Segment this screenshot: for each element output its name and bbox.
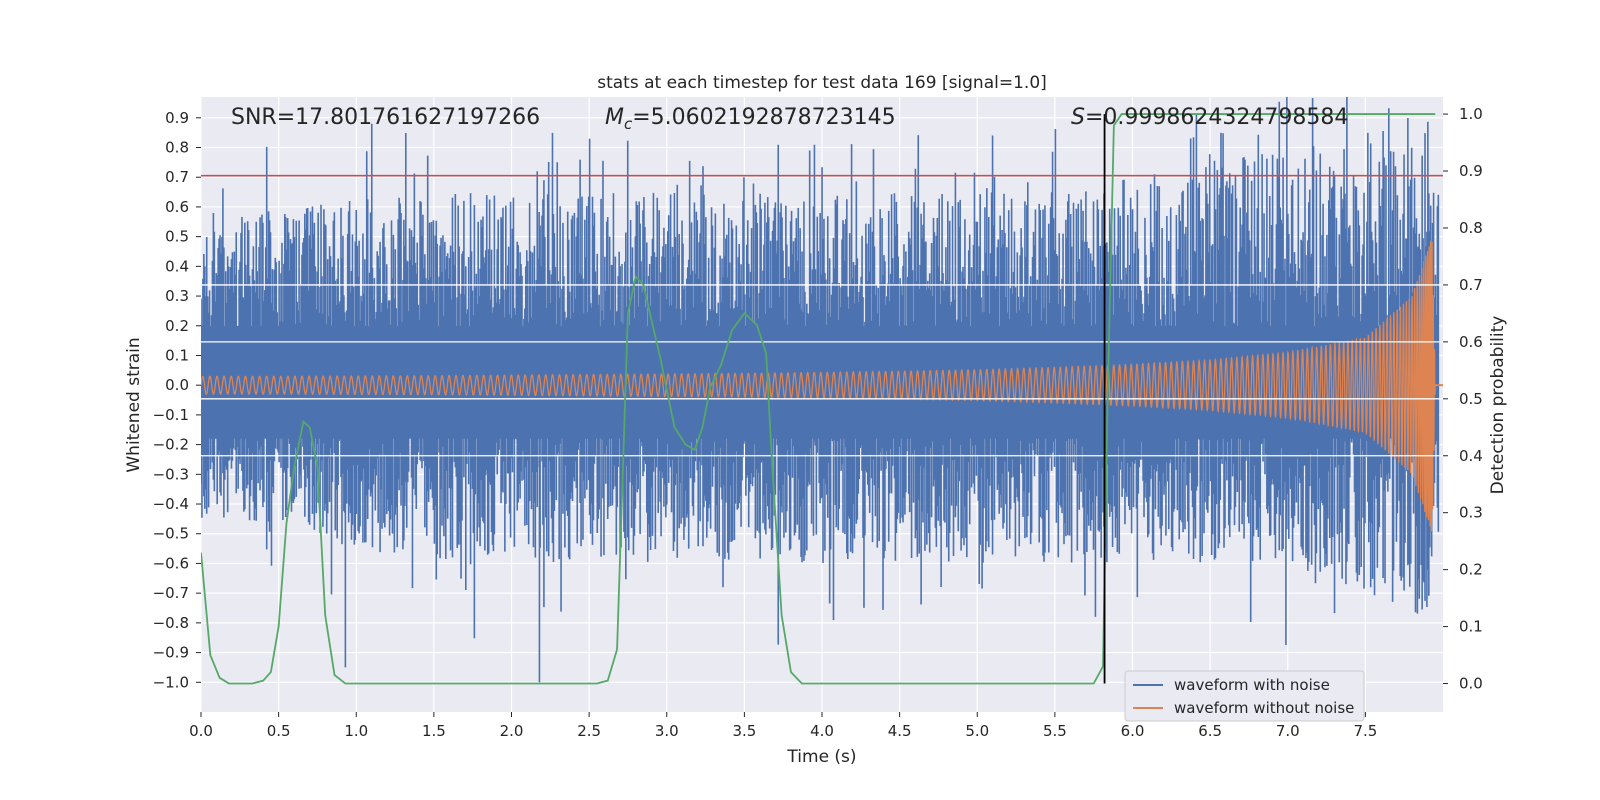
x-tick-label: 2.0 (500, 722, 524, 740)
y-tick-label-left: −0.6 (153, 554, 189, 572)
x-axis-label: Time (s) (786, 747, 856, 767)
x-tick-label: 1.5 (422, 722, 446, 740)
y-tick-label-right: 0.2 (1459, 561, 1483, 579)
legend-box (1124, 670, 1365, 722)
y-tick-label-right: 0.8 (1459, 219, 1483, 237)
x-tick-label: 5.5 (1043, 722, 1067, 740)
x-tick-label: 6.5 (1198, 722, 1222, 740)
detection-score-annotation: S=0.9998624324798584 (1071, 105, 1348, 130)
x-tick-label: 7.5 (1353, 722, 1377, 740)
y-tick-label-left: −0.3 (153, 465, 189, 483)
legend: waveform with noise waveform without noi… (1124, 670, 1365, 722)
series-waveform-with-noise (201, 97, 1440, 683)
y-tick-label-right: 0.5 (1459, 390, 1483, 408)
y-tick-label-right: 0.9 (1459, 162, 1483, 180)
x-tick-label: 1.0 (344, 722, 368, 740)
y-tick-label-left: 0.3 (165, 287, 189, 305)
chirp-mass-annotation: Mc=5.0602192878723145 (605, 105, 896, 133)
x-tick-label: 6.0 (1121, 722, 1145, 740)
y-tick-label-left: −0.8 (153, 614, 189, 632)
y-tick-label-left: 0.4 (165, 257, 189, 275)
y-tick-label-left: −0.9 (153, 644, 189, 662)
x-tick-label: 4.0 (810, 722, 834, 740)
y-tick-label-right: 0.6 (1459, 333, 1483, 351)
y-tick-label-right: 0.0 (1459, 675, 1483, 693)
series-waveform-without-noise (201, 240, 1436, 532)
y-tick-label-right: 0.3 (1459, 504, 1483, 522)
y-tick-label-left: 0.9 (165, 109, 189, 127)
legend-label-clean: waveform without noise (1174, 699, 1354, 717)
y-tick-label-left: 0.8 (165, 139, 189, 157)
x-tick-label: 3.0 (655, 722, 679, 740)
y-tick-label-right: 0.1 (1459, 618, 1483, 636)
y-tick-label-right: 0.7 (1459, 276, 1483, 294)
y-tick-label-left: −0.7 (153, 584, 189, 602)
x-tick-label: 0.5 (267, 722, 291, 740)
y-tick-label-right: 0.4 (1459, 447, 1483, 465)
y-tick-label-right: 1.0 (1459, 105, 1483, 123)
y-tick-label-left: −0.4 (153, 495, 189, 513)
y-axis-label-right: Detection probability (1488, 316, 1508, 495)
y-tick-label-left: 0.5 (165, 228, 189, 246)
y-tick-label-left: −0.2 (153, 436, 189, 454)
x-tick-label: 3.5 (732, 722, 756, 740)
x-tick-label: 5.0 (965, 722, 989, 740)
y-tick-label-left: −0.1 (153, 406, 189, 424)
y-axis-label-left: Whitened strain (124, 337, 144, 472)
y-tick-label-left: 0.2 (165, 317, 189, 335)
y-tick-label-left: 0.6 (165, 198, 189, 216)
x-tick-label: 4.5 (888, 722, 912, 740)
y-tick-label-left: 0.7 (165, 168, 189, 186)
axes: 0.0 0.5 1.0 1.5 2.0 2.5 3.0 3.5 4.0 4.5 5.0 5.5 6.0 6… (153, 105, 1483, 740)
y-tick-label-left: −1.0 (153, 673, 189, 691)
y-tick-label-left: 0.1 (165, 346, 189, 364)
x-tick-label: 2.5 (577, 722, 601, 740)
y-tick-label-left: 0.0 (165, 376, 189, 394)
x-tick-label: 0.0 (189, 722, 213, 740)
legend-label-noise: waveform with noise (1174, 676, 1330, 694)
x-tick-label: 7.0 (1276, 722, 1300, 740)
series-detection-probability (201, 113, 1436, 685)
snr-annotation: SNR=17.801761627197266 (231, 105, 540, 130)
y-tick-label-left: −0.5 (153, 525, 189, 543)
plot-area (201, 97, 1443, 685)
chart-title: stats at each timestep for test data 169… (597, 73, 1047, 93)
